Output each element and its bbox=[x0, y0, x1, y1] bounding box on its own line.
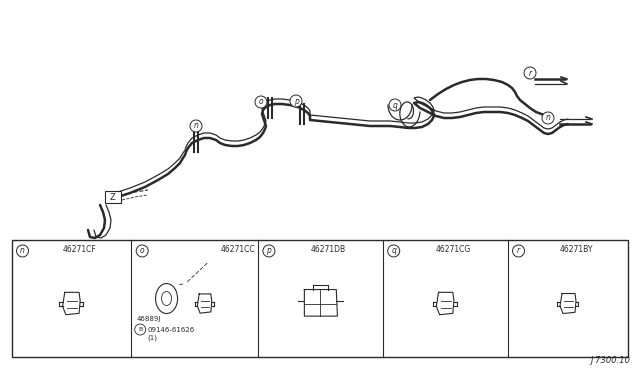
Text: p: p bbox=[266, 246, 271, 256]
Circle shape bbox=[542, 112, 554, 124]
Text: 09146-61626: 09146-61626 bbox=[147, 327, 195, 333]
Text: p: p bbox=[294, 96, 298, 106]
Circle shape bbox=[134, 324, 146, 335]
Circle shape bbox=[17, 245, 29, 257]
Circle shape bbox=[136, 245, 148, 257]
Text: J 7300.10: J 7300.10 bbox=[590, 356, 630, 365]
Circle shape bbox=[524, 67, 536, 79]
Text: 46271CC: 46271CC bbox=[220, 245, 255, 254]
Circle shape bbox=[513, 245, 525, 257]
Text: r: r bbox=[517, 246, 520, 256]
Text: (1): (1) bbox=[147, 334, 157, 341]
Text: o: o bbox=[140, 246, 145, 256]
Circle shape bbox=[388, 245, 400, 257]
Text: o: o bbox=[259, 97, 263, 106]
Text: n: n bbox=[20, 246, 25, 256]
Text: q: q bbox=[392, 100, 397, 109]
Text: n: n bbox=[193, 122, 198, 131]
Text: 46271DB: 46271DB bbox=[311, 245, 346, 254]
Text: B: B bbox=[138, 327, 142, 332]
Circle shape bbox=[290, 95, 302, 107]
Text: 46271CF: 46271CF bbox=[63, 245, 96, 254]
Bar bbox=[12, 240, 628, 357]
Circle shape bbox=[190, 120, 202, 132]
Text: q: q bbox=[391, 246, 396, 256]
Text: 46271BY: 46271BY bbox=[559, 245, 593, 254]
Ellipse shape bbox=[156, 283, 177, 314]
Text: 46889J: 46889J bbox=[136, 315, 161, 321]
Circle shape bbox=[255, 96, 267, 108]
Text: Z: Z bbox=[110, 192, 116, 202]
Text: 46271CG: 46271CG bbox=[435, 245, 471, 254]
Text: r: r bbox=[529, 68, 532, 77]
Text: n: n bbox=[545, 113, 550, 122]
Circle shape bbox=[389, 99, 401, 111]
FancyBboxPatch shape bbox=[105, 191, 121, 203]
Circle shape bbox=[263, 245, 275, 257]
Ellipse shape bbox=[161, 292, 172, 305]
